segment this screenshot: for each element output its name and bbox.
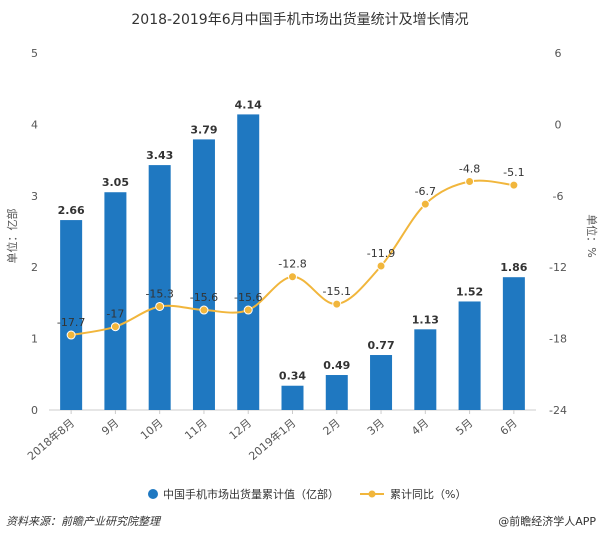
line-value-label: -15.3: [145, 287, 173, 300]
y-left-tick-label: 4: [31, 118, 38, 131]
line-point[interactable]: [332, 299, 342, 309]
line-point[interactable]: [509, 180, 519, 190]
y-right-tick-label: -24: [549, 404, 567, 417]
bar-value-label: 0.34: [279, 370, 306, 383]
y-right-tick-label: -12: [549, 261, 567, 274]
x-tick-label: 2月: [321, 416, 343, 438]
bar[interactable]: [60, 220, 83, 410]
bar[interactable]: [237, 114, 260, 411]
legend-line-label: 累计同比（%）: [390, 488, 466, 501]
line-value-label: -17: [106, 308, 124, 321]
chart-title: 2018-2019年6月中国手机市场出货量统计及增长情况: [131, 11, 468, 28]
y-axis-right-label: 单位：%: [585, 214, 599, 257]
x-tick-label: 4月: [409, 416, 431, 438]
bar[interactable]: [502, 277, 525, 410]
line-value-label: -15.6: [190, 291, 218, 304]
line-point[interactable]: [243, 305, 253, 315]
bar-value-label: 3.05: [102, 176, 129, 189]
line-value-label: -15.6: [234, 291, 262, 304]
bar-series: [60, 114, 525, 411]
x-tick-label: 3月: [365, 416, 387, 438]
y-left-tick-label: 0: [31, 404, 38, 417]
x-tick-label: 12月: [227, 416, 255, 442]
line-value-label: -6.7: [415, 185, 436, 198]
bar-value-label: 2.66: [58, 204, 85, 217]
source-note: 资料来源：前瞻产业研究院整理: [6, 515, 162, 528]
line-value-label: -4.8: [459, 163, 480, 176]
line-value-label: -12.8: [278, 258, 306, 271]
y-left-tick-label: 2: [31, 261, 38, 274]
x-tick-label: 5月: [453, 416, 475, 438]
bar[interactable]: [281, 385, 304, 410]
x-tick-label: 2019年1月: [246, 416, 299, 463]
y-right-tick-label: -18: [549, 333, 567, 346]
line-value-label: -5.1: [503, 166, 524, 179]
x-tick-label: 2018年8月: [24, 416, 77, 463]
legend-item-bar[interactable]: 中国手机市场出货量累计值（亿部）: [148, 487, 339, 501]
y-right-tick-label: 6: [555, 47, 562, 60]
y-left-tick-label: 3: [31, 190, 38, 203]
line-point[interactable]: [155, 301, 165, 311]
bar[interactable]: [414, 329, 437, 410]
line-value-label: -11.9: [367, 247, 395, 260]
data-labels: 2.66 3.05 3.43 3.79 4.14 0.34 0.49 0.77 1.13 1.52…: [57, 98, 528, 382]
legend: 中国手机市场出货量累计值（亿部） 累计同比（%）: [148, 487, 466, 501]
bar[interactable]: [458, 301, 481, 410]
x-tick-label: 10月: [138, 416, 166, 442]
legend-line-marker: [368, 490, 376, 498]
line-value-label: -17.7: [57, 316, 85, 329]
y-left-tick-label: 1: [31, 333, 38, 346]
bar[interactable]: [148, 165, 171, 410]
bar-value-label: 1.52: [456, 285, 483, 298]
bar[interactable]: [370, 355, 393, 410]
line-point[interactable]: [110, 322, 120, 332]
bar[interactable]: [325, 375, 348, 410]
bar-value-label: 0.77: [367, 339, 394, 352]
line-point[interactable]: [199, 305, 209, 315]
bar[interactable]: [104, 192, 127, 410]
y-right-tick-label: -6: [553, 190, 564, 203]
bar-value-label: 3.43: [146, 149, 173, 162]
line-point[interactable]: [66, 330, 76, 340]
x-tick-label: 9月: [99, 416, 121, 438]
line-point[interactable]: [288, 272, 297, 282]
line-point[interactable]: [420, 199, 430, 209]
line-point[interactable]: [465, 177, 475, 187]
line-point[interactable]: [376, 261, 386, 271]
y-right-tick-label: 0: [555, 118, 562, 131]
bar-value-label: 0.49: [323, 359, 350, 372]
y-left-tick-label: 5: [31, 47, 38, 60]
bar-value-label: 1.86: [500, 261, 527, 274]
brand-credit: @前瞻经济学人APP: [498, 514, 596, 528]
bar-value-label: 4.14: [235, 98, 262, 111]
x-tick-label: 11月: [182, 416, 210, 442]
bar-value-label: 1.13: [412, 313, 439, 326]
line-series: [66, 177, 519, 340]
line-value-label: -15.1: [323, 285, 351, 298]
x-tick-label: 6月: [498, 416, 520, 438]
bar-value-label: 3.79: [190, 123, 217, 136]
legend-bar-swatch: [148, 489, 158, 499]
legend-bar-label: 中国手机市场出货量累计值（亿部）: [163, 487, 339, 501]
bar[interactable]: [192, 139, 215, 411]
y-axis-left-label: 单位：亿部: [5, 209, 19, 264]
legend-item-line[interactable]: 累计同比（%）: [360, 488, 466, 501]
